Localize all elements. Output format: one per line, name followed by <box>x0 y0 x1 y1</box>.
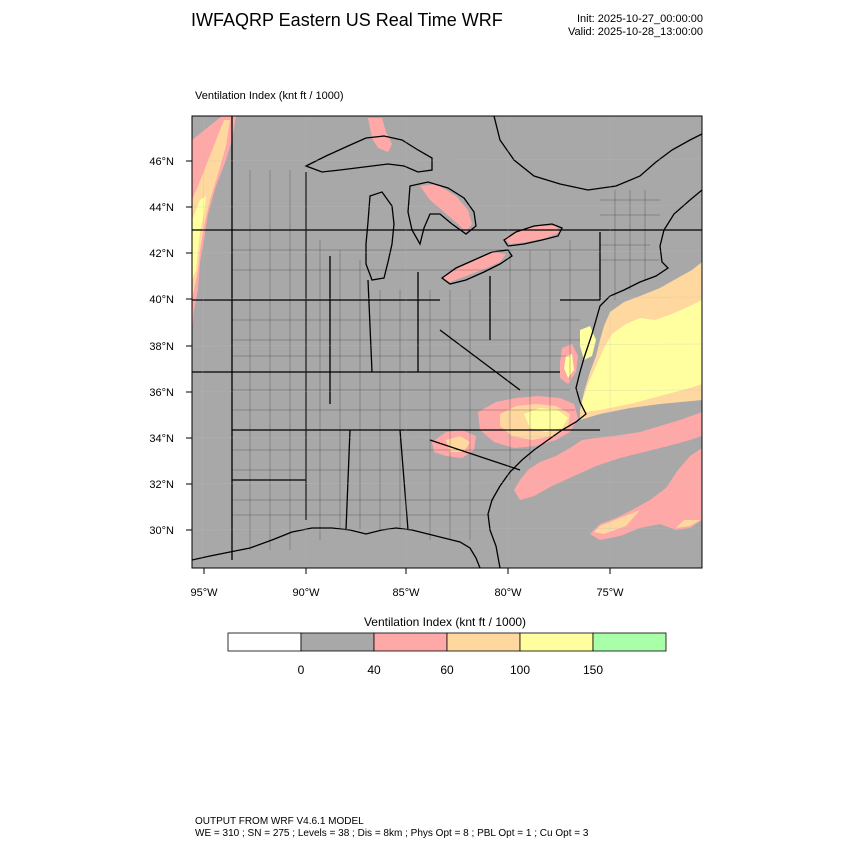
lat-label-42: 42°N <box>149 248 174 260</box>
vi-band-40-60-atlantic <box>514 412 702 500</box>
lat-label-40: 40°N <box>149 294 174 306</box>
legend-label-40: 40 <box>367 663 381 677</box>
lat-label-44: 44°N <box>149 202 174 214</box>
run-times: Init: 2025-10-27_00:00:00 Valid: 2025-10… <box>568 13 703 39</box>
model-footer: OUTPUT FROM WRF V4.6.1 MODEL WE = 310 ; … <box>195 816 588 840</box>
legend-swatch-0-40 <box>300 632 375 652</box>
vi-band-40-60-west <box>192 116 236 330</box>
lat-label-32: 32°N <box>149 479 174 491</box>
lat-label-38: 38°N <box>149 341 174 353</box>
lat-label-36: 36°N <box>149 387 174 399</box>
vi-band-100-150-chesapeake <box>564 354 574 378</box>
vi-band-40-60-erie <box>442 252 506 282</box>
atlantic-coastline <box>487 189 702 568</box>
valid-time: Valid: 2025-10-28_13:00:00 <box>568 26 703 38</box>
lat-label-34: 34°N <box>149 433 174 445</box>
vi-band-60-100-west <box>192 120 230 300</box>
graticule <box>192 116 702 568</box>
lake-erie-outline <box>440 249 513 285</box>
legend-swatch-40-60 <box>373 632 448 652</box>
legend-swatch-60-100 <box>446 632 521 652</box>
lake-huron-outline <box>407 181 477 246</box>
lake-ontario-outline <box>503 223 563 247</box>
legend-label-150: 150 <box>583 663 603 677</box>
lat-label-46: 46°N <box>149 156 174 168</box>
lon-label-95: 95°W <box>190 587 218 599</box>
vi-band-60-100-offshore <box>594 510 700 534</box>
model-config: WE = 310 ; SN = 275 ; Levels = 38 ; Dis … <box>195 828 589 839</box>
init-time: Init: 2025-10-27_00:00:00 <box>577 13 703 25</box>
vi-band-40-60-huron <box>420 184 472 232</box>
map-frame <box>191 115 703 569</box>
vi-band-40-60-offshore <box>590 448 702 540</box>
model-version: OUTPUT FROM WRF V4.6.1 MODEL <box>195 816 364 827</box>
map-panel <box>192 116 702 568</box>
legend-swatch-below-0 <box>227 632 302 652</box>
lon-label-85: 85°W <box>392 587 420 599</box>
vi-band-100-150-west <box>192 196 206 280</box>
chart-title: IWFAQRP Eastern US Real Time WRF <box>191 10 503 30</box>
lon-label-80: 80°W <box>494 587 522 599</box>
legend-label-0: 0 <box>298 663 305 677</box>
lat-axis: 46°N 44°N 42°N 40°N 38°N 36°N 34°N 32°N … <box>149 156 192 537</box>
lon-axis: 95°W 90°W 85°W 80°W 75°W <box>190 568 624 599</box>
legend-swatch-above-150 <box>592 632 667 652</box>
lat-label-30: 30°N <box>149 525 174 537</box>
legend-labels: 0 40 60 100 150 <box>298 663 604 677</box>
lon-label-90: 90°W <box>292 587 320 599</box>
lon-label-75: 75°W <box>596 587 624 599</box>
legend-label-100: 100 <box>510 663 530 677</box>
lake-superior-outline <box>304 135 433 173</box>
legend-swatch-100-150 <box>519 632 594 652</box>
legend-label-60: 60 <box>440 663 454 677</box>
legend-bar <box>227 632 667 652</box>
legend-title: Ventilation Index (knt ft / 1000) <box>363 615 527 629</box>
field-label: Ventilation Index (knt ft / 1000) <box>195 90 344 102</box>
canada-coast-north <box>493 116 702 191</box>
vi-band-100-150-carolinas <box>524 408 568 432</box>
vi-band-100-150-atlantic <box>582 300 702 412</box>
vi-band-40-60-superior <box>368 118 392 152</box>
